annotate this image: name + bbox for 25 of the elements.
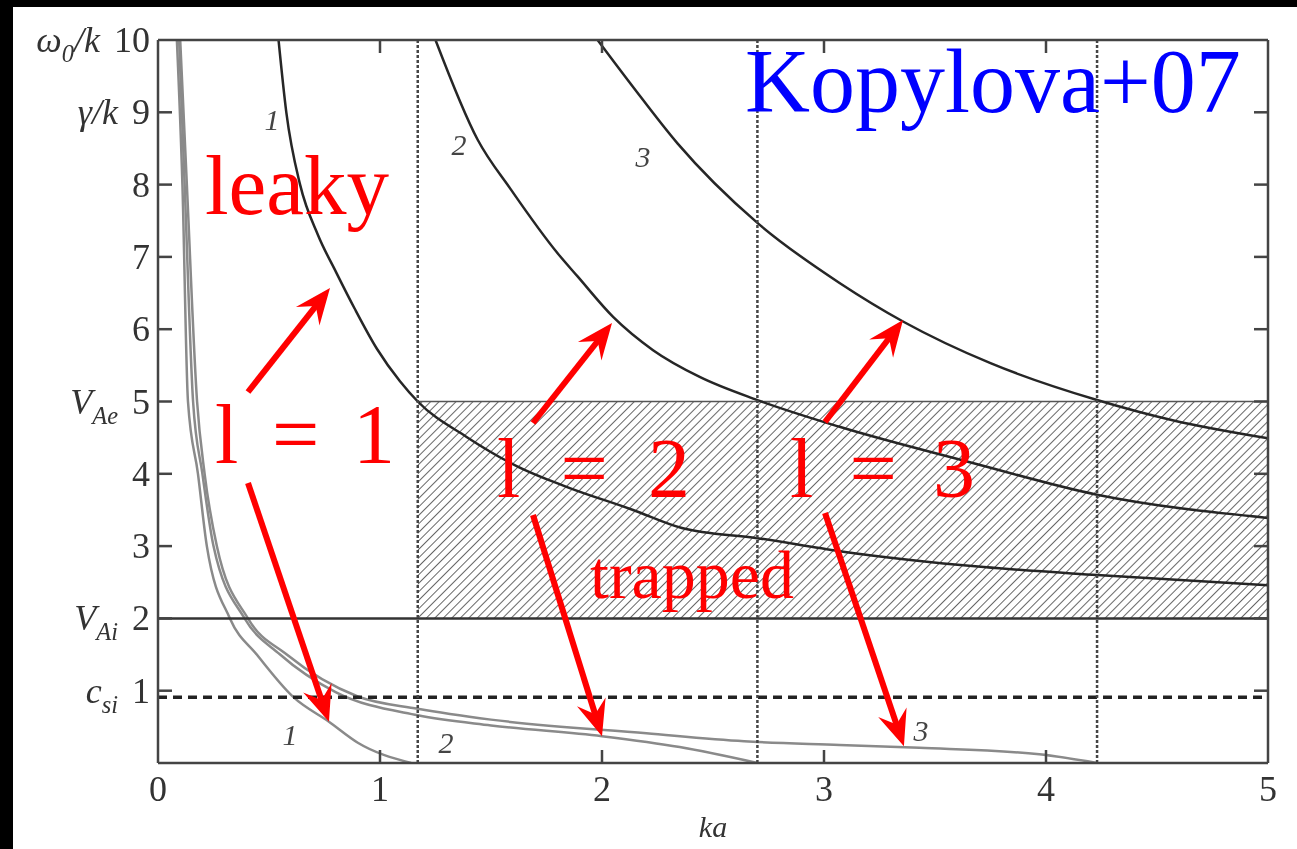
y-tick-label: ω$_{0}$/k 10 [36,20,150,67]
y-tick-label: V$_{Ai}$ 2 [74,598,150,646]
x-tick-label: 1 [371,769,389,809]
x-tick-label: 0 [149,769,167,809]
y-tick-label: V$_{Ae}$ 5 [70,381,150,429]
annotation: 2 [438,725,454,759]
annotation: Kopylova+07 [745,32,1241,131]
annotation: l = 1 [215,388,395,481]
y-tick-label: c$_{si}$ 1 [85,670,150,718]
y-tick-label: 6 [132,309,150,350]
x-tick-label: 4 [1037,769,1055,809]
annotation: 3 [634,139,651,173]
annotation: 1 [282,717,298,751]
x-tick-label: 2 [593,769,611,809]
y-tick-label: 8 [132,164,150,205]
x-tick-label: 3 [815,769,833,809]
y-tick-label: 7 [132,236,150,277]
y-tick-label: 4 [132,453,150,494]
x-tick-label: 5 [1259,769,1277,809]
y-tick-label: 3 [132,526,150,567]
x-axis-title: ka [698,809,728,843]
annotation: 2 [451,127,467,161]
annotation: 1 [264,102,280,136]
annotation: 3 [912,713,929,747]
y-tick-label: γ/k 9 [77,92,150,133]
